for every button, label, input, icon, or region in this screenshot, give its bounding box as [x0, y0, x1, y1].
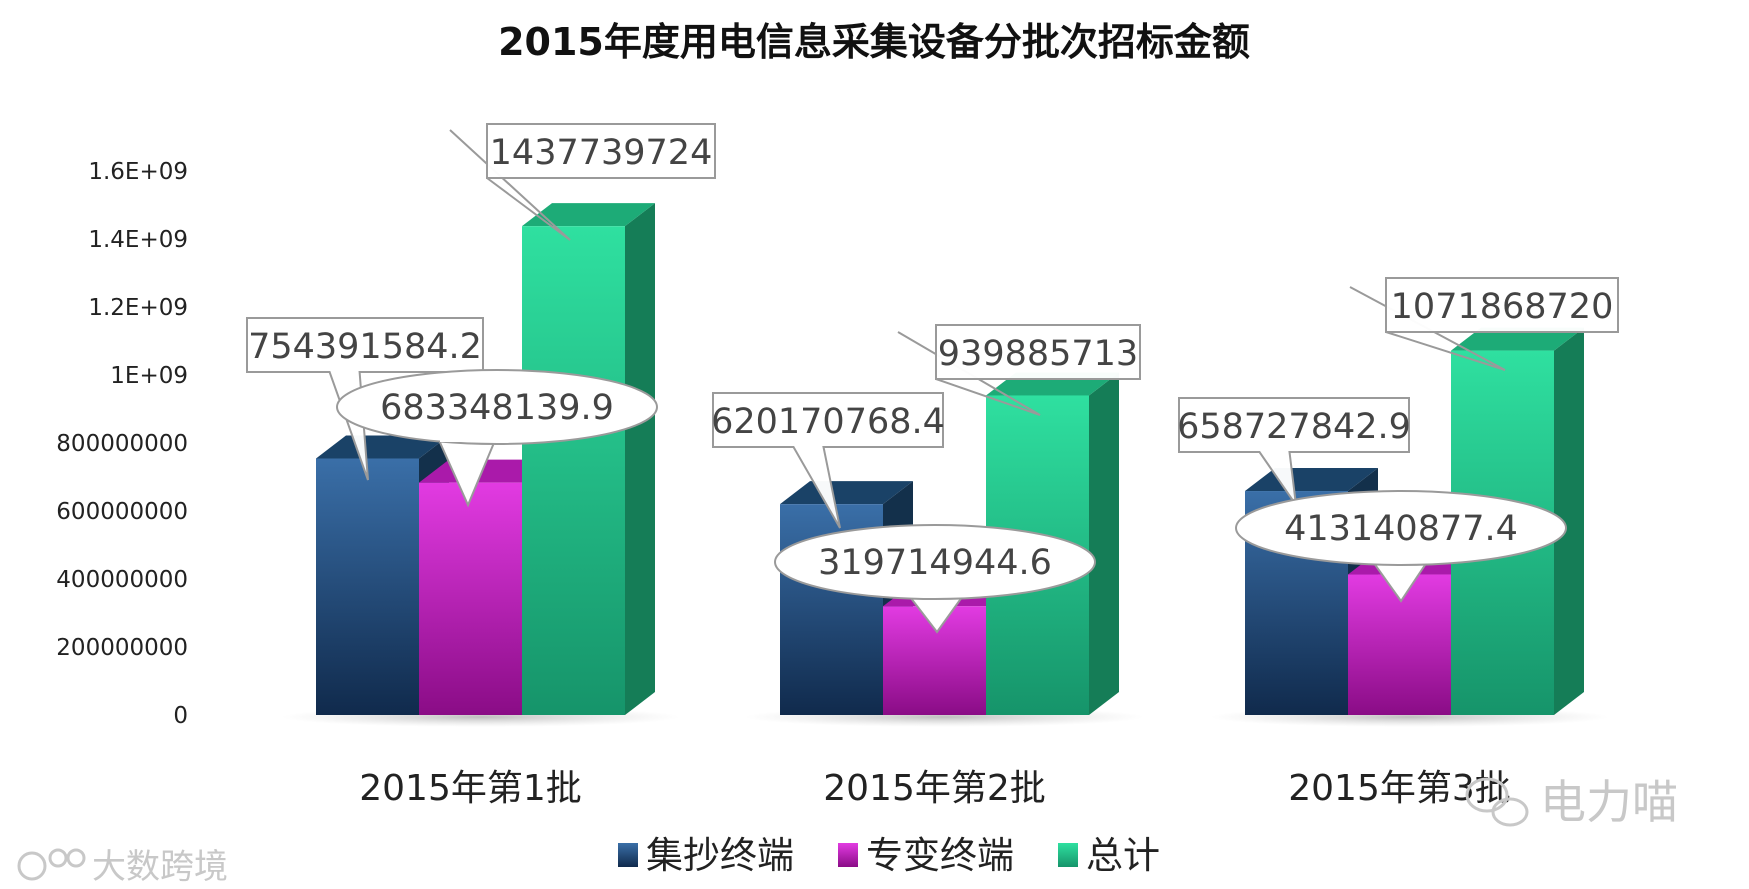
logo-icon [17, 848, 86, 881]
svg-text:939885713: 939885713 [938, 334, 1138, 374]
bar-front [419, 482, 522, 715]
legend-label: 集抄终端 [646, 834, 794, 877]
watermark-bottom-right: 电力喵 [1465, 775, 1678, 829]
y-tick-label: 1E+09 [110, 363, 188, 389]
wechat-icon [1465, 777, 1529, 827]
legend-label: 专变终端 [866, 834, 1014, 877]
bar-front [316, 458, 419, 715]
svg-text:754391584.2: 754391584.2 [248, 327, 482, 367]
data-label: 1437739724 [449, 123, 716, 241]
bar-top [522, 203, 655, 227]
svg-text:319714944.6: 319714944.6 [818, 543, 1052, 583]
data-label: 413140877.4 [1235, 490, 1567, 603]
y-tick-label: 200000000 [56, 635, 188, 661]
y-tick-label: 400000000 [56, 567, 188, 593]
watermark-text-right: 电力喵 [1540, 775, 1678, 829]
data-label: 754391584.2 [246, 317, 484, 481]
data-label: 1071868720 [1349, 277, 1619, 371]
y-tick-label: 0 [173, 703, 188, 729]
legend-swatch [618, 843, 638, 867]
legend-swatch [1058, 843, 1078, 867]
y-axis: 0 200000000 400000000 600000000 800000000 1E+… [56, 159, 188, 729]
data-label: 939885713 [897, 324, 1141, 416]
legend-swatch [838, 843, 858, 867]
bar-top [1451, 327, 1584, 351]
legend-item: 专变终端 [838, 834, 1014, 877]
svg-text:658727842.9: 658727842.9 [1177, 407, 1411, 447]
y-tick-label: 1.4E+09 [88, 227, 188, 253]
chart-title: 2015年度用电信息采集设备分批次招标金额 [498, 20, 1250, 64]
data-label: 620170768.4 [711, 392, 945, 529]
y-tick-label: 1.6E+09 [88, 159, 188, 185]
x-tick-label: 2015年第3批 [1288, 768, 1511, 809]
legend-item: 集抄终端 [618, 834, 794, 877]
svg-text:1071868720: 1071868720 [1391, 287, 1614, 327]
bar-side [1089, 372, 1119, 715]
x-axis: 2015年第1批 2015年第2批 2015年第3批 [359, 768, 1511, 809]
data-label: 319714944.6 [774, 524, 1096, 634]
data-label: 658727842.9 [1177, 397, 1411, 506]
watermark-text-left: 大数跨境 [92, 847, 228, 887]
bar-top [316, 435, 449, 459]
svg-text:683348139.9: 683348139.9 [380, 388, 614, 428]
svg-text:620170768.4: 620170768.4 [711, 402, 945, 442]
svg-text:1437739724: 1437739724 [490, 133, 713, 173]
bars [316, 203, 1584, 715]
legend: 集抄终端 专变终端 总计 [618, 834, 1160, 877]
bar-front [522, 226, 625, 715]
y-tick-label: 800000000 [56, 431, 188, 457]
x-tick-label: 2015年第2批 [823, 768, 1046, 809]
bar [522, 203, 655, 715]
legend-item: 总计 [1058, 834, 1160, 877]
bar-side [1554, 327, 1584, 715]
x-tick-label: 2015年第1批 [359, 768, 582, 809]
y-tick-label: 1.2E+09 [88, 295, 188, 321]
watermark-bottom-left: 大数跨境 [17, 847, 228, 887]
legend-label: 总计 [1086, 834, 1160, 877]
bar-top [780, 481, 913, 505]
data-labels: 754391584.2 683348139.9 1437739724 62017076… [246, 123, 1619, 634]
data-label: 683348139.9 [336, 369, 658, 508]
y-tick-label: 600000000 [56, 499, 188, 525]
svg-text:413140877.4: 413140877.4 [1284, 509, 1518, 549]
bar-side [625, 203, 655, 715]
